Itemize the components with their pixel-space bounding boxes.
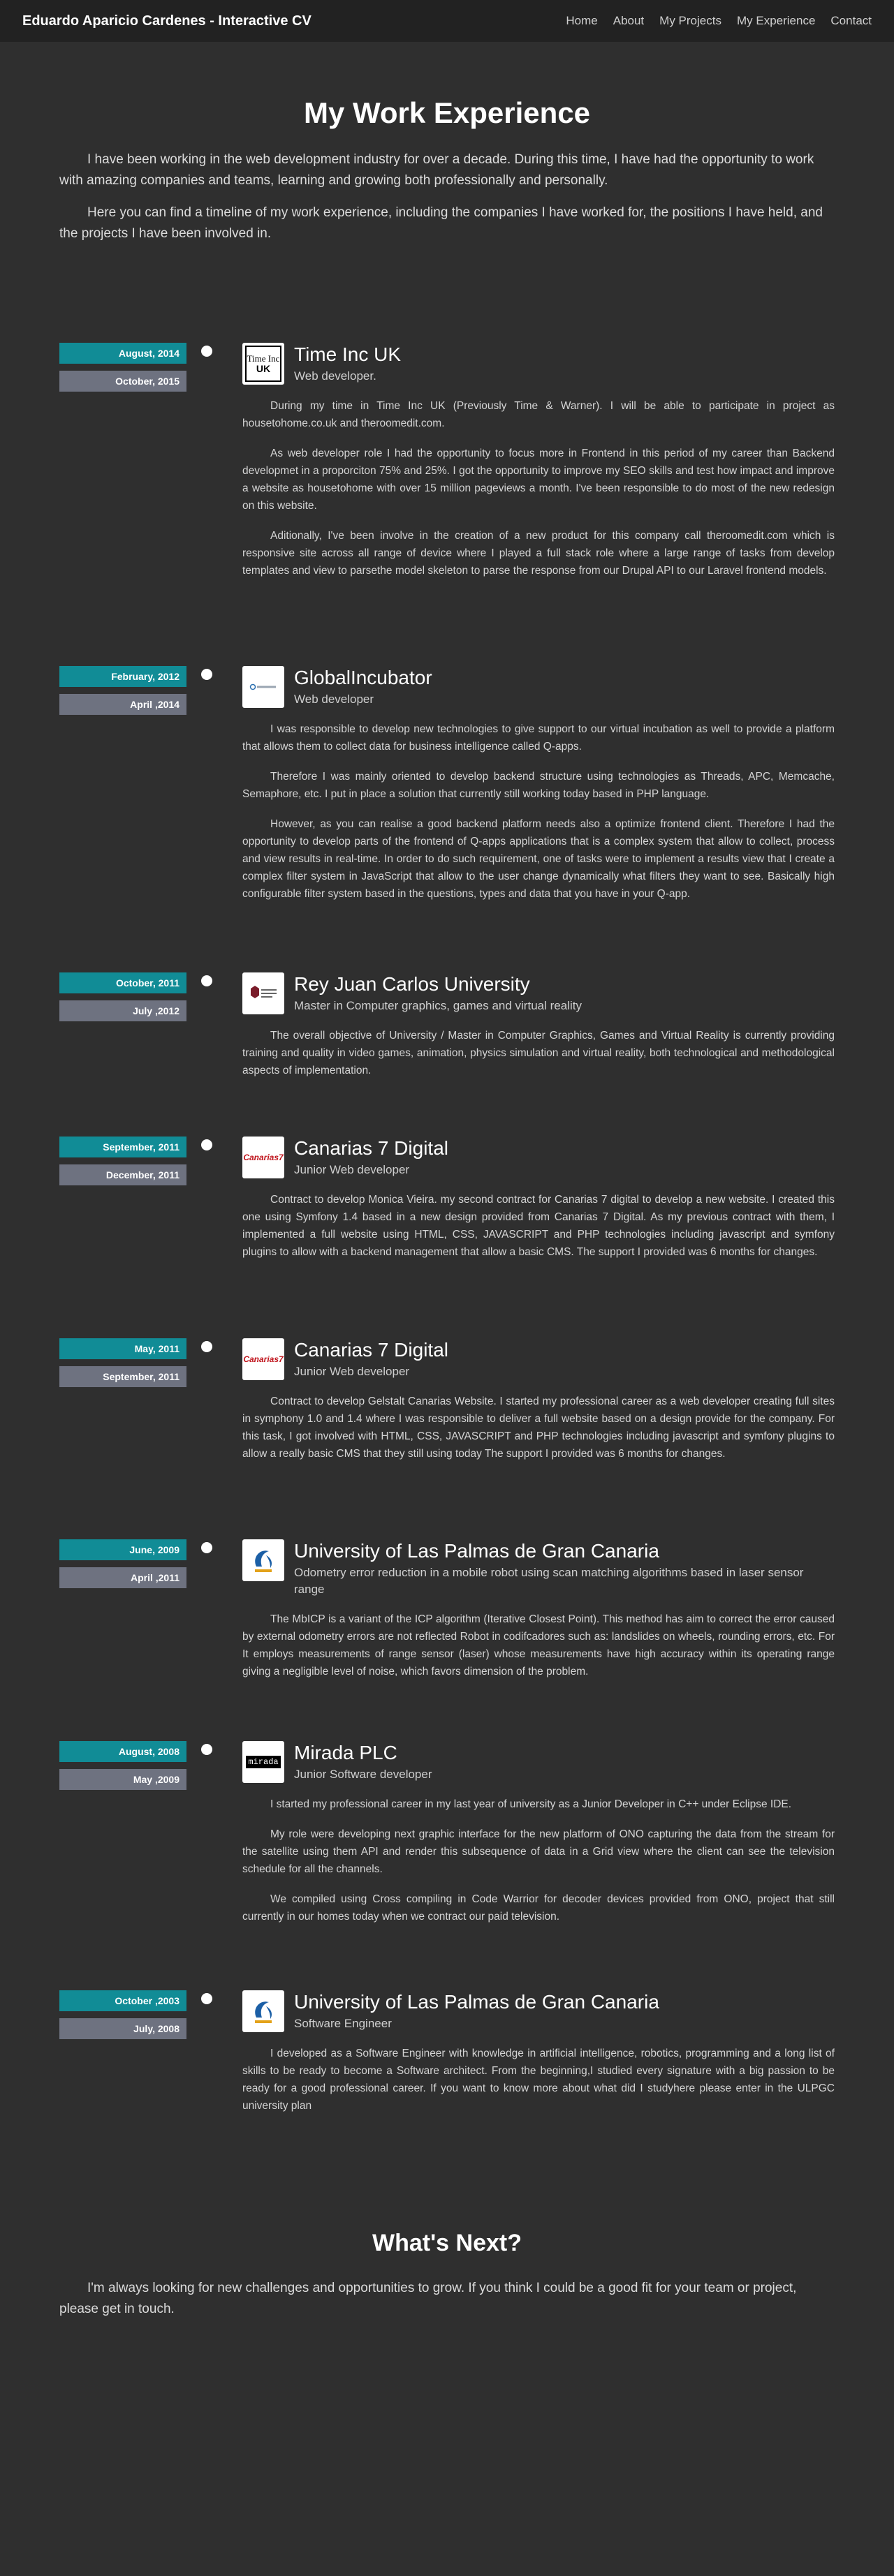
timeline-dot bbox=[201, 669, 212, 680]
entry-title: Canarias 7 Digital bbox=[294, 1339, 448, 1361]
nav-link-about[interactable]: About bbox=[613, 14, 645, 27]
timeline-dot bbox=[201, 975, 212, 986]
nav-link-contact[interactable]: Contact bbox=[830, 14, 872, 27]
end-date-badge: July ,2012 bbox=[59, 1000, 186, 1021]
canarias7-logo: Canarias7 bbox=[242, 1137, 284, 1178]
entry-role: Junior Web developer bbox=[294, 1163, 410, 1176]
end-date-badge: December, 2011 bbox=[59, 1164, 186, 1185]
entry-paragraph: We compiled using Cross compiling in Cod… bbox=[242, 1893, 835, 1923]
entry-title: University of Las Palmas de Gran Canaria bbox=[294, 1540, 659, 1562]
entry-paragraph: However, as you can realise a good backe… bbox=[242, 818, 835, 900]
nav-link-projects[interactable]: My Projects bbox=[659, 14, 721, 27]
globalincubator-logo bbox=[242, 666, 284, 708]
rey-juan-carlos-logo bbox=[242, 972, 284, 1014]
entry-role: Junior Software developer bbox=[294, 1768, 432, 1781]
timeline-dot bbox=[201, 1341, 212, 1352]
entry-paragraph: My role were developing next graphic int… bbox=[242, 1828, 835, 1875]
entry-paragraph: As web developer role I had the opportun… bbox=[242, 447, 835, 512]
entry-role: Software Engineer bbox=[294, 2017, 392, 2030]
timeline-dot bbox=[201, 1542, 212, 1553]
ulpgc-logo bbox=[242, 1990, 284, 2032]
mirada-logo: mirada bbox=[242, 1741, 284, 1783]
start-date-badge: June, 2009 bbox=[59, 1539, 186, 1560]
canarias7-logo: Canarias7 bbox=[242, 1338, 284, 1380]
timeline-dot bbox=[201, 1139, 212, 1150]
entry-title: Canarias 7 Digital bbox=[294, 1137, 448, 1159]
end-date-badge: July, 2008 bbox=[59, 2018, 186, 2039]
nav-links: Home About My Projects My Experience Con… bbox=[566, 14, 872, 28]
entry-paragraph: During my time in Time Inc UK (Previousl… bbox=[242, 400, 835, 429]
intro-paragraph: Here you can find a timeline of my work … bbox=[59, 205, 823, 241]
end-date-badge: April ,2011 bbox=[59, 1567, 186, 1588]
entry-paragraph: I was responsible to develop new technol… bbox=[242, 723, 835, 753]
intro-paragraph: I have been working in the web developme… bbox=[59, 152, 814, 188]
end-date-badge: October, 2015 bbox=[59, 371, 186, 392]
nav-link-home[interactable]: Home bbox=[566, 14, 598, 27]
hero: My Work Experience I have been working i… bbox=[0, 96, 894, 256]
entry-role: Web developer bbox=[294, 693, 374, 706]
whats-next-section: What's Next? I'm always looking for new … bbox=[0, 2230, 894, 2320]
navbar: Eduardo Aparicio Cardenes - Interactive … bbox=[0, 0, 894, 42]
entry-role: Odometry error reduction in a mobile rob… bbox=[294, 1566, 804, 1596]
entry-title: University of Las Palmas de Gran Canaria bbox=[294, 1991, 659, 2013]
start-date-badge: August, 2014 bbox=[59, 343, 186, 364]
start-date-badge: October ,2003 bbox=[59, 1990, 186, 2011]
start-date-badge: October, 2011 bbox=[59, 972, 186, 993]
entry-paragraph: Aditionally, I've been involve in the cr… bbox=[242, 530, 835, 577]
entry-paragraph: I developed as a Software Engineer with … bbox=[242, 2048, 835, 2112]
entry-role: Junior Web developer bbox=[294, 1365, 410, 1378]
page-title: My Work Experience bbox=[303, 96, 591, 129]
nav-link-experience[interactable]: My Experience bbox=[736, 14, 816, 27]
ulpgc-logo bbox=[242, 1539, 284, 1581]
start-date-badge: February, 2012 bbox=[59, 666, 186, 687]
timeline-dot bbox=[201, 1744, 212, 1755]
start-date-badge: September, 2011 bbox=[59, 1137, 186, 1157]
start-date-badge: May, 2011 bbox=[59, 1338, 186, 1359]
entry-paragraph: Therefore I was mainly oriented to devel… bbox=[242, 771, 835, 800]
whats-next-title: What's Next? bbox=[372, 2230, 522, 2256]
end-date-badge: April ,2014 bbox=[59, 694, 186, 715]
entry-paragraph: The MbICP is a variant of the ICP algori… bbox=[242, 1613, 835, 1678]
end-date-badge: September, 2011 bbox=[59, 1366, 186, 1387]
entry-paragraph: Contract to develop Gelstalt Canarias We… bbox=[242, 1396, 835, 1460]
entry-title: Mirada PLC bbox=[294, 1742, 397, 1763]
time-inc-uk-logo: Time Inc UK bbox=[242, 343, 284, 385]
entry-paragraph: I started my professional career in my l… bbox=[270, 1798, 792, 1810]
entry-paragraph: The overall objective of University / Ma… bbox=[242, 1030, 835, 1076]
entry-role: Master in Computer graphics, games and v… bbox=[294, 999, 582, 1012]
whats-next-text: I'm always looking for new challenges an… bbox=[59, 2281, 797, 2316]
timeline-dot bbox=[201, 1993, 212, 2004]
timeline-dot bbox=[201, 346, 212, 357]
entry-role: Web developer. bbox=[294, 369, 376, 383]
entry-title: Rey Juan Carlos University bbox=[294, 973, 530, 995]
entry-paragraph: Contract to develop Monica Vieira. my se… bbox=[242, 1194, 835, 1258]
end-date-badge: May ,2009 bbox=[59, 1769, 186, 1790]
entry-title: GlobalIncubator bbox=[294, 667, 432, 688]
entry-title: Time Inc UK bbox=[294, 343, 401, 365]
brand-title[interactable]: Eduardo Aparicio Cardenes - Interactive … bbox=[22, 13, 312, 29]
start-date-badge: August, 2008 bbox=[59, 1741, 186, 1762]
